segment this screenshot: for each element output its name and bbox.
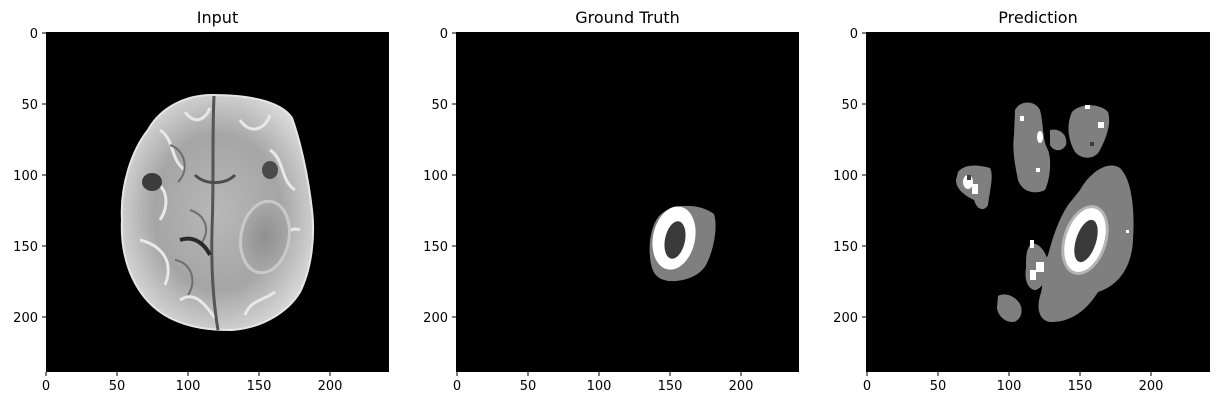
x-tick-label: 0 xyxy=(863,379,871,394)
x-tick-label: 0 xyxy=(453,379,461,394)
image-area-ground-truth xyxy=(456,32,799,372)
x-tick-label: 50 xyxy=(109,379,126,394)
y-tick-label: 50 xyxy=(21,98,38,113)
y-tick-label: 200 xyxy=(423,311,448,326)
x-tick-label: 100 xyxy=(587,379,612,394)
x-tick-label: 100 xyxy=(997,379,1022,394)
brain-mri-slice xyxy=(120,93,315,332)
x-tick-label: 200 xyxy=(318,379,343,394)
panel-prediction: Prediction xyxy=(833,8,1210,394)
x-axis-prediction: 0 50 100 150 200 xyxy=(863,372,1164,394)
y-tick-label: 0 xyxy=(440,27,448,42)
y-tick-label: 0 xyxy=(850,27,858,42)
y-axis-input: 0 50 100 150 200 xyxy=(13,27,46,326)
x-tick-label: 50 xyxy=(520,379,537,394)
x-tick-label: 100 xyxy=(176,379,201,394)
x-tick-label: 50 xyxy=(930,379,947,394)
image-area-prediction xyxy=(866,32,1210,372)
y-tick-label: 100 xyxy=(833,169,858,184)
y-tick-label: 200 xyxy=(13,311,38,326)
x-tick-label: 0 xyxy=(42,379,50,394)
x-tick-label: 150 xyxy=(1068,379,1093,394)
y-axis-ground-truth: 0 50 100 150 200 xyxy=(423,27,456,326)
ground-truth-segmentation xyxy=(649,205,716,282)
panel-input: Input 0 50 100 150 200 xyxy=(13,8,389,394)
y-tick-label: 0 xyxy=(30,27,38,42)
x-tick-label: 150 xyxy=(247,379,272,394)
panel-title-ground-truth: Ground Truth xyxy=(575,8,680,27)
prediction-segmentation xyxy=(956,102,1134,322)
y-axis-prediction: 0 50 100 150 200 xyxy=(833,27,866,326)
x-axis-input: 0 50 100 150 200 xyxy=(42,372,343,394)
x-axis-ground-truth: 0 50 100 150 200 xyxy=(453,372,754,394)
x-tick-label: 200 xyxy=(1139,379,1164,394)
y-tick-label: 200 xyxy=(833,311,858,326)
panel-title-input: Input xyxy=(197,8,238,27)
y-tick-label: 50 xyxy=(841,98,858,113)
y-tick-label: 150 xyxy=(833,240,858,255)
y-tick-label: 150 xyxy=(13,240,38,255)
panel-title-prediction: Prediction xyxy=(998,8,1077,27)
y-tick-label: 50 xyxy=(431,98,448,113)
y-tick-label: 150 xyxy=(423,240,448,255)
x-tick-label: 150 xyxy=(658,379,683,394)
x-tick-label: 200 xyxy=(729,379,754,394)
panel-ground-truth: Ground Truth 0 50 100 150 200 0 50 100 1… xyxy=(423,8,799,394)
y-tick-label: 100 xyxy=(13,169,38,184)
y-tick-label: 100 xyxy=(423,169,448,184)
